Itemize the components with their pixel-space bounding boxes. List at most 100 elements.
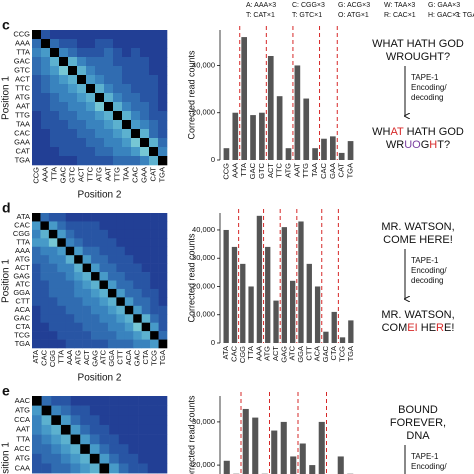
heatmap-cell (124, 229, 134, 239)
heatmap-cell (158, 93, 168, 103)
heatmap-cell (95, 156, 105, 166)
heatmap-cell (149, 30, 159, 40)
y-axis-label: Position 1 (1, 76, 12, 120)
heatmap-cell (41, 453, 52, 464)
heatmap-cell (147, 453, 158, 464)
heatmap-cell (91, 255, 100, 264)
heatmap-cell (32, 444, 42, 455)
heatmap-cell (40, 314, 50, 323)
heatmap-cell (118, 424, 129, 435)
bar (303, 98, 310, 160)
heatmap-cell (140, 138, 150, 148)
heatmap-cell (95, 30, 105, 40)
col-label: TGA (158, 350, 167, 365)
heatmap-cell (150, 221, 159, 231)
heatmap-cell (60, 405, 71, 416)
message-text: MR. WATSON, (381, 221, 454, 233)
heatmap-cell (41, 93, 51, 103)
bar (306, 263, 312, 343)
heatmap-cell (65, 238, 75, 248)
heatmap-cell (124, 213, 134, 222)
heatmap-cell (86, 111, 96, 121)
heatmap-cell (113, 156, 123, 166)
heatmap-cell (158, 305, 168, 315)
heatmap-cell (40, 263, 50, 273)
heatmap-cell (140, 57, 150, 67)
heatmap-cell (122, 84, 132, 94)
heatmap-cell (118, 463, 129, 474)
heatmap-cell (124, 246, 134, 256)
heatmap-cell (74, 246, 83, 256)
heatmap-cell (65, 229, 75, 239)
col-label: CAC (40, 349, 49, 365)
heatmap-cell (122, 147, 132, 157)
heatmap-cell (147, 415, 158, 426)
heatmap-cell (149, 120, 159, 130)
heatmap-cell (82, 331, 92, 340)
heatmap-cell (59, 111, 69, 121)
heatmap-cell (157, 463, 168, 474)
heatmap-cell (32, 120, 42, 130)
heatmap-cell (116, 280, 126, 290)
heatmap-cell (99, 396, 110, 406)
result-segment: T? (437, 139, 450, 151)
heatmap-cell (158, 120, 168, 130)
legend-text: T: CAT×1 (246, 12, 275, 19)
heatmap-cell (59, 66, 69, 76)
heatmap-cell (68, 156, 78, 166)
heatmap-cell (40, 297, 50, 307)
heatmap-cell (70, 453, 81, 464)
heatmap-cell (131, 39, 141, 49)
heatmap-cell (122, 75, 132, 85)
y-tick-label: 20,000 (192, 281, 215, 290)
col-label: GAA (139, 167, 148, 183)
heatmap-cell (99, 221, 109, 231)
heatmap-cell (41, 102, 51, 112)
y-axis-label: Corrected read counts (186, 50, 196, 140)
heatmap-cell (32, 322, 41, 332)
heatmap-cell (141, 272, 151, 281)
heatmap-cell (50, 57, 60, 67)
heatmap-cell (48, 238, 58, 248)
bar (285, 148, 292, 160)
col-label: CAT (148, 167, 157, 182)
heatmap-cell (32, 39, 42, 49)
heatmap-cell (131, 48, 141, 58)
heatmap-cell (104, 129, 114, 139)
heatmap-cell (77, 111, 87, 121)
heatmap-cell (41, 463, 52, 474)
bar (339, 337, 346, 343)
heatmap-cell (68, 138, 78, 148)
x-tick-label: CCG (221, 163, 230, 180)
bar (280, 421, 287, 474)
heatmap-cell (133, 331, 142, 340)
heatmap-cell (99, 415, 110, 426)
heatmap-cell (86, 147, 96, 157)
heatmap-cell (124, 305, 134, 315)
heatmap-cell (48, 280, 58, 290)
heatmap-cell (32, 424, 42, 435)
heatmap-cell (32, 453, 42, 464)
heatmap-cell (82, 314, 92, 323)
heatmap-cell (128, 424, 139, 435)
col-label: TAA (121, 167, 130, 181)
heatmap-cell (40, 246, 50, 256)
heatmap-cell (60, 463, 71, 474)
row-label: ATC (16, 280, 31, 289)
heatmap-cell (116, 322, 126, 332)
bar (241, 37, 248, 160)
heatmap-cell (57, 288, 67, 298)
x-tick-label: TCG (338, 346, 347, 362)
heatmap-cell (138, 453, 149, 464)
heatmap-cell (158, 331, 168, 340)
heatmap-cell (158, 102, 168, 112)
heatmap-cell (109, 424, 120, 435)
heatmap-cell (158, 111, 168, 121)
heatmap-cell (32, 93, 42, 103)
col-label: TCG (149, 350, 158, 366)
heatmap-cell (138, 424, 149, 435)
heatmap-cell (86, 57, 96, 67)
col-label: ACT (82, 350, 91, 365)
heatmap-cell (82, 213, 92, 222)
